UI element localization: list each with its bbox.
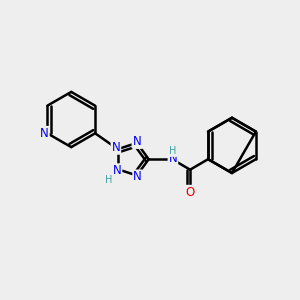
Text: O: O [185,186,195,199]
Text: N: N [133,135,142,148]
Text: N: N [112,141,120,154]
Text: N: N [40,127,49,140]
Text: H: H [105,175,112,184]
Text: H: H [169,146,177,156]
Text: N: N [112,164,122,177]
Text: N: N [133,170,142,184]
Text: N: N [169,152,177,165]
Text: N: N [133,135,141,148]
